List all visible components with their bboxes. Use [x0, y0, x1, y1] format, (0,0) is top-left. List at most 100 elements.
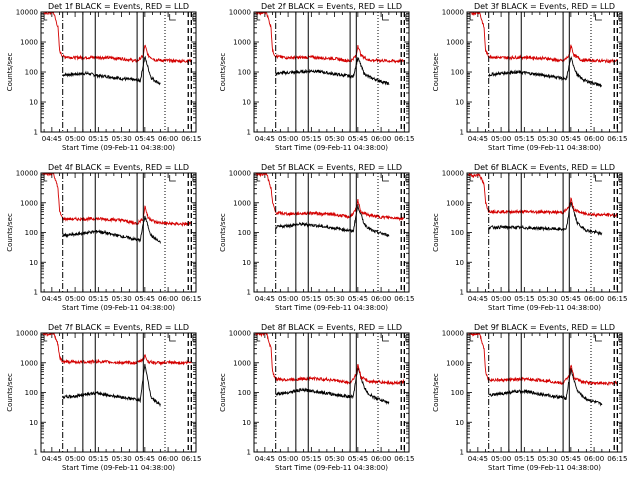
mode-bracket [405, 175, 409, 182]
mode-bracket [382, 175, 389, 182]
x-tick-label: 05:15 [514, 455, 534, 463]
panel: Det 1f BLACK = Events, RED = LLD 1 10 100 10… [6, 2, 201, 152]
y-tick-label: 10000 [16, 170, 38, 178]
x-tick-label: 05:15 [514, 295, 534, 303]
panel: Det 8f BLACK = Events, RED = LLD 1 10 100 10… [219, 323, 414, 472]
x-tick-label: 06:00 [371, 455, 391, 463]
x-tick-label: 06:00 [584, 135, 604, 143]
x-tick-label: 06:15 [181, 135, 201, 143]
mode-bracket [256, 335, 261, 342]
mode-bracket [618, 335, 622, 342]
y-tick-label: 1 [460, 449, 464, 457]
x-tick-label: 05:00 [65, 135, 85, 143]
mode-bracket [43, 175, 48, 182]
x-tick-label: 05:15 [88, 295, 108, 303]
events-series-line [62, 215, 161, 244]
x-tick-label: 06:15 [394, 455, 414, 463]
events-series-line [62, 55, 161, 86]
x-axis-label: Start Time (09-Feb-11 04:38:00) [275, 144, 388, 152]
x-tick-label: 06:00 [371, 135, 391, 143]
y-tick-label: 10000 [442, 9, 464, 17]
y-tick-label: 10000 [16, 330, 38, 338]
x-tick-label: 05:00 [278, 135, 298, 143]
x-tick-label: 06:00 [584, 455, 604, 463]
lld-series-line [255, 12, 405, 64]
lld-series-line [468, 333, 618, 387]
x-tick-label: 05:15 [301, 135, 321, 143]
y-tick-label: 10000 [442, 170, 464, 178]
x-tick-label: 05:30 [112, 295, 132, 303]
panel: Det 9f BLACK = Events, RED = LLD 1 10 100 10… [432, 323, 627, 472]
mode-bracket [43, 335, 48, 342]
mode-bracket [43, 14, 48, 21]
panel-title: Det 2f BLACK = Events, RED = LLD [261, 2, 402, 11]
panel-title: Det 5f BLACK = Events, RED = LLD [261, 163, 402, 172]
events-series-line [62, 363, 161, 408]
y-tick-label: 1 [34, 449, 38, 457]
y-tick-label: 10 [455, 419, 464, 427]
y-tick-label: 1000 [20, 199, 38, 207]
lld-series-line [42, 173, 192, 227]
mode-bracket [382, 335, 389, 342]
y-tick-label: 1000 [20, 39, 38, 47]
panel-title: Det 9f BLACK = Events, RED = LLD [474, 323, 615, 332]
x-tick-label: 05:30 [112, 455, 132, 463]
y-tick-label: 1000 [446, 39, 464, 47]
events-series-line [488, 56, 603, 88]
y-tick-label: 100 [451, 229, 464, 237]
mode-bracket [256, 175, 261, 182]
y-tick-label: 100 [25, 229, 38, 237]
mode-bracket [618, 175, 622, 182]
x-tick-label: 05:45 [348, 135, 368, 143]
x-tick-label: 04:45 [468, 135, 488, 143]
x-tick-label: 05:15 [88, 455, 108, 463]
mode-bracket [595, 335, 602, 342]
events-series-line [275, 57, 390, 86]
plot-frame [40, 11, 197, 133]
lld-series-line [42, 12, 192, 64]
panel: Det 4f BLACK = Events, RED = LLD 1 10 100 10… [6, 163, 201, 312]
y-tick-label: 100 [25, 389, 38, 397]
y-tick-label: 10000 [229, 9, 251, 17]
y-tick-label: 100 [238, 229, 251, 237]
mode-bracket [469, 175, 474, 182]
x-tick-label: 04:45 [255, 455, 275, 463]
panel-title: Det 8f BLACK = Events, RED = LLD [261, 323, 402, 332]
mode-bracket [618, 14, 622, 21]
x-axis-label: Start Time (09-Feb-11 04:38:00) [488, 464, 601, 472]
y-tick-label: 10000 [229, 330, 251, 338]
y-tick-label: 1 [460, 129, 464, 137]
y-tick-label: 1000 [233, 199, 251, 207]
y-tick-label: 100 [451, 389, 464, 397]
x-tick-label: 05:30 [538, 455, 558, 463]
x-tick-label: 05:15 [301, 295, 321, 303]
x-tick-label: 05:30 [325, 135, 345, 143]
y-axis-label: Counts/sec [219, 53, 227, 92]
y-axis-label: Counts/sec [6, 213, 14, 252]
y-axis-label: Counts/sec [219, 373, 227, 412]
panel: Det 5f BLACK = Events, RED = LLD 1 10 100 10… [219, 163, 414, 312]
panel-title: Det 6f BLACK = Events, RED = LLD [474, 163, 615, 172]
x-tick-label: 05:30 [538, 135, 558, 143]
y-tick-label: 10 [29, 419, 38, 427]
y-tick-label: 1000 [20, 359, 38, 367]
x-tick-label: 04:45 [42, 455, 62, 463]
mode-bracket [169, 335, 176, 342]
x-tick-label: 06:15 [394, 295, 414, 303]
y-tick-label: 10000 [442, 330, 464, 338]
x-tick-label: 05:15 [514, 135, 534, 143]
x-tick-label: 06:00 [158, 135, 178, 143]
y-tick-label: 10 [29, 99, 38, 107]
x-tick-label: 04:45 [42, 295, 62, 303]
x-tick-label: 05:00 [65, 295, 85, 303]
x-tick-label: 05:00 [491, 455, 511, 463]
x-tick-label: 05:45 [561, 295, 581, 303]
x-tick-label: 05:00 [65, 455, 85, 463]
lld-series-line [468, 173, 618, 218]
lld-series-line [255, 333, 405, 386]
plot-frame [466, 172, 623, 293]
y-tick-label: 1 [34, 289, 38, 297]
x-tick-label: 04:45 [468, 295, 488, 303]
mode-bracket [169, 14, 176, 21]
mode-bracket [595, 175, 602, 182]
